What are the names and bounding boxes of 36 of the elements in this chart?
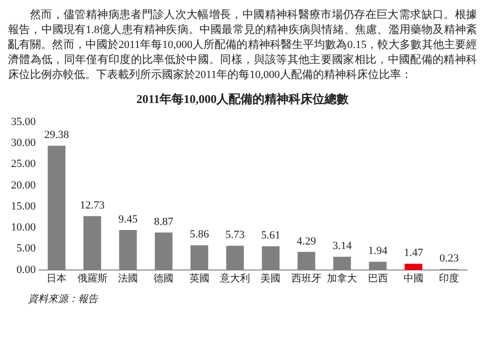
x-tick-label: 加拿大 (327, 272, 358, 285)
source-note: 資料來源：報告 (28, 292, 100, 306)
x-tick-label: 印度 (439, 272, 460, 285)
y-tick-label: 25.00 (11, 158, 36, 170)
x-tick-label: 德國 (154, 274, 174, 285)
data-label: 8.87 (154, 216, 174, 228)
x-tick-label: 英國 (189, 272, 210, 285)
data-label: 5.86 (190, 228, 210, 241)
text: 然而，儘管精神病患者門診人次大幅增長，中國精神科醫療市場仍存在巨大需求缺口。根據報告，中國現有1.8億人患有精神疾病。中國最常見的精神疾病與情緒、焦慮、濫用藥物及精神紊亂有關。然而，中國於2011年每10,000人所配備的精神科醫生平均數為0.15，較大多數其他主要經濟體為低，同年僅有印度的比率低於中國。同樣，與該等其他主要國家相比，中國配備的精神科床位比例亦較低。下表載列所示國家於2011年的每10,000人配備的精神科床位比率： (8, 8, 477, 83)
data-label: 1.47 (404, 247, 424, 260)
data-label: 29.38 (44, 129, 70, 142)
y-tick-label: 5.00 (16, 242, 36, 255)
y-tick-label: 0.00 (16, 264, 36, 276)
y-tick-label: 20.00 (11, 179, 36, 192)
data-label: 5.61 (261, 230, 280, 242)
x-tick-label: 日本 (46, 272, 67, 285)
bar (404, 264, 422, 270)
data-label: 3.14 (332, 240, 352, 252)
y-tick-label: 30.00 (11, 137, 36, 150)
chart-title: 2011年每10,000人配備的精神科床位總數 (135, 91, 350, 108)
y-tick-label: 10.00 (11, 222, 36, 234)
data-label: 5.73 (225, 229, 246, 242)
x-tick-label: 中國 (403, 272, 424, 285)
y-tick-label: 35.00 (11, 116, 36, 128)
data-label: 12.73 (80, 200, 106, 212)
data-label: 0.23 (440, 252, 460, 264)
x-tick-label: 意大利 (219, 272, 250, 285)
data-label: 9.45 (118, 213, 138, 226)
y-tick-label: 15.00 (11, 200, 36, 212)
x-tick-label: 俄羅斯 (77, 272, 108, 285)
x-tick-label: 巴西 (368, 274, 388, 285)
x-tick-label: 法國 (118, 272, 138, 285)
data-label: 1.94 (368, 245, 388, 258)
data-label: 4.29 (296, 235, 317, 248)
x-tick-label: 西班牙 (291, 272, 322, 285)
x-tick-label: 美國 (260, 272, 281, 285)
